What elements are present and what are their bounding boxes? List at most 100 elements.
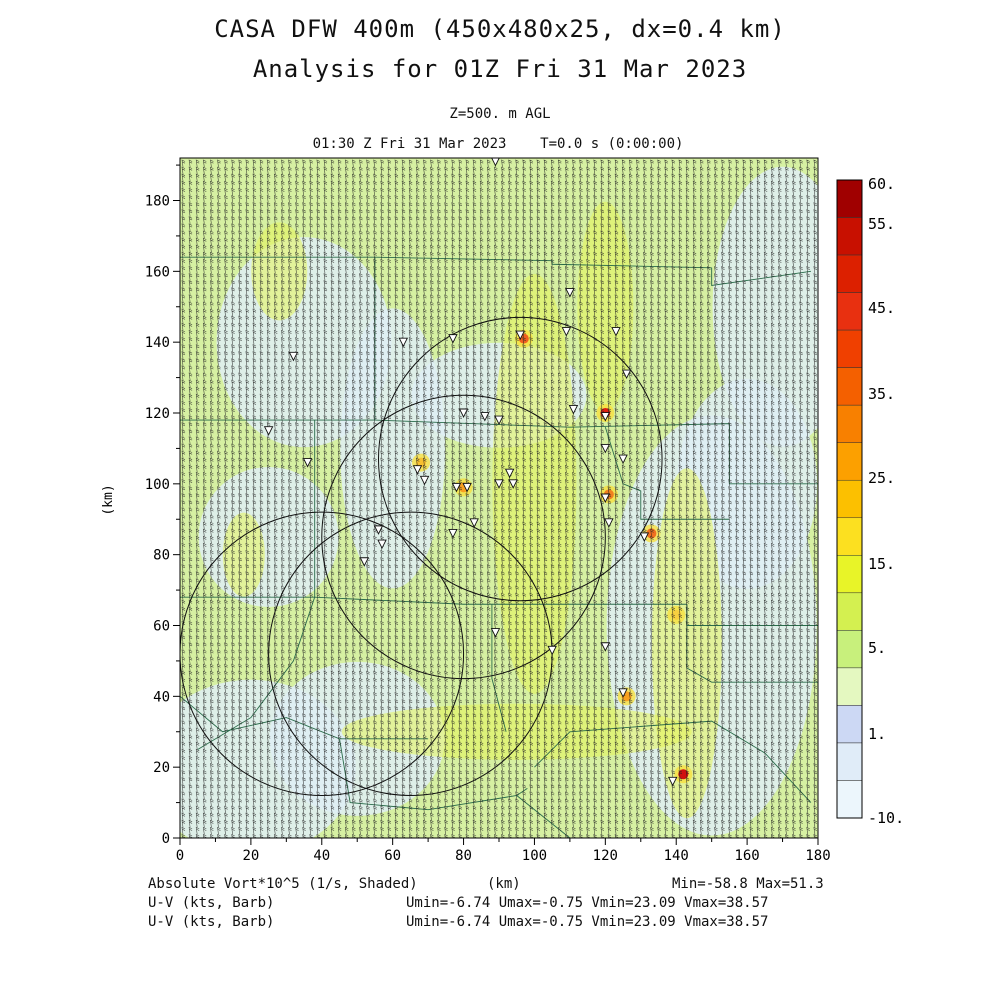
y-axis-label: (km) — [101, 484, 116, 515]
station-marker — [600, 493, 611, 504]
x-axis: 0 20 40 60 80 100 120 140 160 180 — [176, 838, 831, 864]
y-tick-label: 40 — [153, 689, 170, 705]
x-tick-label: 20 — [242, 848, 259, 864]
colorbar-segment — [836, 442, 863, 481]
station-marker — [600, 443, 611, 454]
county-boundary-line — [374, 419, 818, 485]
plot-area — [180, 158, 818, 838]
colorbar-segment — [836, 329, 863, 368]
station-marker — [621, 369, 632, 380]
county-boundary-line — [711, 267, 811, 287]
colorbar-segment — [836, 705, 863, 744]
station-marker — [504, 468, 515, 479]
x-tick-label: 80 — [455, 848, 472, 864]
x-tick-label: 0 — [176, 848, 184, 864]
x-tick-label: 100 — [522, 848, 547, 864]
colorbar-segment — [836, 217, 863, 256]
station-marker — [565, 288, 575, 298]
barb1-stats: Umin=-6.74 Umax=-0.75 Vmin=23.09 Vmax=38… — [406, 895, 769, 911]
station-marker — [600, 642, 611, 652]
station-marker — [611, 327, 621, 337]
x-tick-label: 120 — [593, 848, 618, 864]
wind-barb-field — [181, 159, 818, 838]
station-marker — [618, 454, 628, 465]
station-marker — [263, 426, 274, 436]
station-marker — [469, 518, 479, 528]
station-marker — [568, 405, 579, 415]
station-marker — [288, 351, 299, 362]
moderate-vorticity-patch — [251, 222, 308, 321]
moderate-vorticity-patch — [577, 201, 634, 412]
colorbar-frame — [836, 179, 863, 819]
colorbar-segment — [836, 742, 863, 781]
level-label: Z=500. m AGL — [449, 106, 551, 122]
colorbar-label: 35. — [868, 385, 895, 403]
colorbar-segment — [836, 404, 863, 443]
station-marker — [448, 528, 458, 539]
moderate-vorticity-patch — [492, 273, 577, 694]
barb2-label: U-V (kts, Barb) — [148, 914, 275, 930]
y-tick-label: 20 — [153, 760, 170, 776]
colorbar-label: 60. — [868, 175, 895, 193]
y-tick-label: 100 — [145, 477, 170, 493]
x-tick-label: 160 — [734, 848, 759, 864]
y-tick-label: 160 — [145, 264, 170, 280]
station-marker — [480, 412, 490, 422]
title-line-2: Analysis for 01Z Fri 31 Mar 2023 — [252, 55, 748, 83]
colorbar-segment — [836, 479, 863, 519]
y-axis: 0 20 40 60 80 100 120 140 160 180 — [145, 164, 180, 847]
radar-ring — [377, 316, 663, 602]
barb2-stats: Umin=-6.74 Umax=-0.75 Vmin=23.09 Vmax=38… — [406, 914, 769, 930]
station-marker — [600, 412, 611, 422]
station-marker — [419, 475, 430, 486]
station-marker — [494, 415, 504, 426]
y-tick-label: 80 — [153, 548, 170, 564]
x-axis-label: (km) — [487, 876, 521, 892]
wind-barbs — [181, 159, 818, 838]
moderate-vorticity-patch — [222, 512, 265, 597]
y-tick-label: 140 — [145, 335, 170, 351]
station-marker — [398, 337, 409, 348]
colorbar-segment — [836, 292, 863, 331]
station-marker — [547, 645, 557, 656]
county-boundary-line — [374, 256, 712, 269]
county-boundary-line — [604, 427, 730, 520]
county-boundary-line — [516, 795, 571, 838]
station-marker — [561, 327, 572, 337]
station-marker — [302, 458, 313, 468]
county-boundary-line — [180, 256, 376, 421]
x-tick-label: 140 — [664, 848, 689, 864]
colorbar-label: 15. — [868, 555, 895, 573]
station-marker — [373, 525, 384, 535]
colorbar-label: -10. — [868, 809, 904, 827]
station-marker — [359, 557, 370, 567]
y-tick-label: 60 — [153, 619, 170, 635]
station-marker — [494, 479, 504, 489]
title-line-1: CASA DFW 400m (450x480x25, dx=0.4 km) — [214, 15, 786, 43]
colorbar-segment — [836, 667, 863, 706]
y-tick-label: 0 — [162, 831, 170, 847]
colorbar-segment — [836, 555, 863, 594]
station-marker — [639, 532, 650, 542]
colorbar-segment — [836, 517, 863, 556]
radar-ring — [321, 394, 606, 680]
field-label: Absolute Vort*10^5 (1/s, Shaded) — [148, 876, 418, 892]
colorbar-segment — [836, 780, 863, 819]
x-tick-label: 180 — [805, 848, 830, 864]
station-marker — [618, 688, 628, 698]
station-marker — [462, 482, 472, 493]
station-marker — [508, 479, 518, 489]
station-markers — [263, 158, 678, 787]
station-marker — [412, 465, 423, 475]
colorbar-segment — [836, 179, 863, 218]
y-tick-label: 120 — [145, 406, 170, 422]
station-marker — [604, 518, 614, 528]
county-boundary-line — [534, 720, 812, 803]
station-marker — [377, 539, 387, 550]
radar-ring — [180, 511, 465, 796]
x-tick-label: 60 — [384, 848, 401, 864]
county-boundary-line — [180, 695, 429, 740]
vorticity-maximum — [671, 609, 682, 620]
county-boundary-line — [339, 738, 528, 811]
station-marker — [667, 776, 678, 787]
